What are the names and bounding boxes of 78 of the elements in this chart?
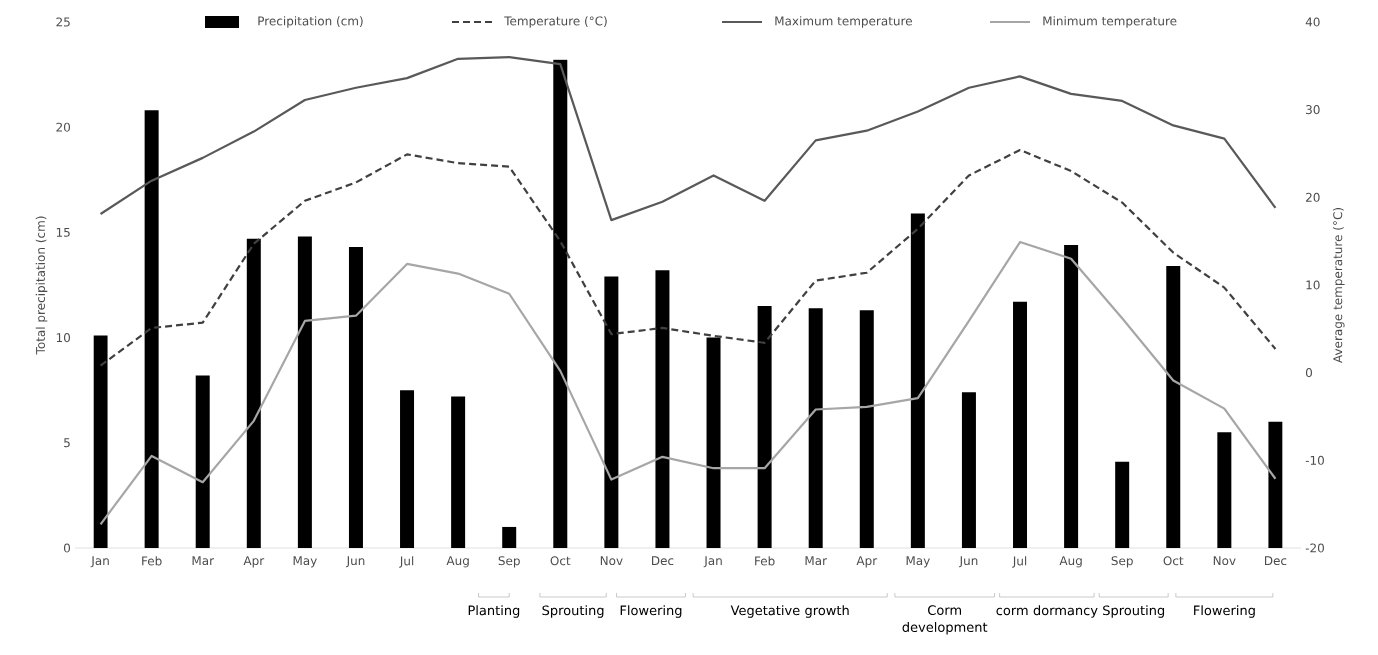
legend-label: Precipitation (cm) — [258, 16, 363, 28]
text: Vegetative growth — [730, 605, 849, 618]
line-series — [99, 55, 1277, 222]
y2-axis-title: Average temperature (°C) — [1332, 207, 1345, 363]
x-tick-label: Dec — [1264, 556, 1287, 566]
bar — [400, 390, 415, 548]
x-tick-label: Feb — [142, 556, 162, 566]
x-tick-label: Dec — [652, 556, 674, 566]
x-tick-label: Mar — [805, 556, 828, 566]
bar — [451, 396, 466, 548]
y-tick-label: 5 — [64, 438, 70, 448]
text: Sprouting — [542, 605, 604, 618]
y-axis-title: Total precipitation (cm) — [35, 216, 48, 355]
bar — [910, 213, 925, 548]
x-tick-label: Jan — [703, 556, 722, 568]
bar — [604, 276, 619, 548]
y2-tick-label: 20 — [1306, 192, 1320, 202]
x-tick-label: Jun — [958, 556, 978, 568]
x-tick-label: Apr — [243, 556, 265, 568]
bar — [297, 236, 312, 548]
x-tick-label: Sep — [498, 556, 520, 568]
y2-tick-label: 30 — [1306, 105, 1320, 115]
x-tick-label: Jun — [345, 556, 365, 568]
text: Corm development — [902, 605, 988, 635]
y-tick-label: 0 — [63, 543, 71, 553]
bar — [655, 270, 670, 548]
x-tick-label: Apr — [856, 556, 878, 568]
legend-label: Maximum temperature — [775, 16, 912, 28]
x-tick-label: Aug — [1059, 556, 1082, 568]
line-series — [99, 240, 1277, 526]
bar — [502, 526, 517, 548]
x-tick-label: Jan — [90, 556, 109, 568]
bar — [93, 335, 108, 548]
bar — [1064, 245, 1079, 548]
x-tick-label: Sep — [1111, 556, 1133, 568]
bar — [859, 310, 874, 548]
y2-tick-label: 0 — [1305, 368, 1313, 378]
bar — [961, 392, 976, 548]
x-tick-label: May — [906, 556, 930, 568]
text: corm dormancy — [996, 605, 1098, 618]
bar — [553, 59, 568, 548]
y2-tick-label: -10 — [1305, 455, 1324, 465]
text: Planting — [468, 605, 520, 618]
bar — [1166, 266, 1181, 548]
bar — [144, 110, 159, 548]
x-tick-label: Nov — [600, 556, 623, 566]
y-tick-label: 20 — [56, 122, 71, 132]
x-tick-label: May — [293, 556, 317, 568]
legend-label: Temperature (°C) — [504, 16, 607, 28]
bar — [246, 238, 261, 548]
x-tick-label: Jul — [399, 556, 414, 568]
x-tick-label: Mar — [192, 556, 215, 566]
bar — [195, 375, 210, 548]
bar — [808, 308, 823, 548]
legend-label: Minimum temperature — [1043, 16, 1177, 28]
bar — [1115, 461, 1130, 548]
x-tick-label: Jul — [1012, 556, 1027, 568]
x-tick-label: Oct — [550, 556, 571, 566]
x-tick-label: Aug — [446, 556, 469, 568]
bar — [1013, 301, 1028, 548]
bar — [757, 306, 772, 548]
y2-tick-label: 10 — [1306, 280, 1320, 290]
y2-tick-label: -20 — [1305, 543, 1324, 553]
text: Sprouting — [1103, 605, 1165, 618]
bar — [1217, 432, 1232, 548]
y2-tick-label: 40 — [1305, 17, 1320, 27]
y-tick-label: 10 — [56, 333, 71, 343]
y-tick-label: 15 — [56, 227, 70, 237]
bar — [348, 247, 363, 548]
bar — [1268, 421, 1283, 548]
text: Flowering — [1194, 605, 1255, 618]
x-tick-label: Nov — [1213, 556, 1236, 566]
text: Flowering — [620, 605, 682, 618]
y-tick-label: 25 — [56, 17, 70, 27]
bar — [706, 337, 721, 548]
x-tick-label: Oct — [1163, 556, 1184, 566]
line-series — [99, 148, 1277, 367]
x-tick-label: Feb — [755, 556, 775, 566]
